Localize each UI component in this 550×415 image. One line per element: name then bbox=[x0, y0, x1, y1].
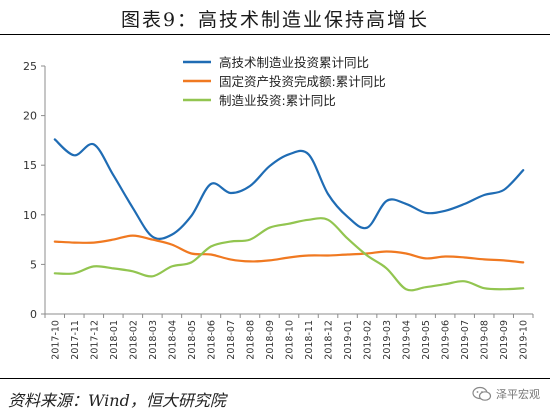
source-note: 资料来源：Wind，恒大研究院 bbox=[8, 391, 226, 410]
y-tick-label: 5 bbox=[30, 258, 37, 271]
y-tick-label: 15 bbox=[23, 159, 37, 172]
chart-canvas: 0 5 10 15 20 25 2017-10 2017-11 2017-12 2018-01 20… bbox=[23, 55, 534, 360]
x-tick-label: 2018-03 bbox=[148, 320, 159, 360]
legend-label-3: 制造业投资:累计同比 bbox=[219, 93, 336, 108]
x-tick-label: 2018-05 bbox=[187, 320, 198, 360]
source-bar: 资料来源：Wind，恒大研究院 泽平宏观 bbox=[0, 378, 550, 415]
x-tick-label: 2017-10 bbox=[50, 320, 61, 360]
y-tick-label: 20 bbox=[23, 110, 37, 123]
x-tick-label: 2018-12 bbox=[324, 320, 335, 360]
x-tick-label: 2017-12 bbox=[89, 320, 100, 360]
x-tick-label: 2019-01 bbox=[343, 320, 354, 360]
series-line-1 bbox=[53, 138, 525, 240]
x-tick-label: 2019-05 bbox=[421, 320, 432, 360]
series-line-2 bbox=[53, 234, 525, 264]
x-tick-label: 2018-08 bbox=[245, 320, 256, 360]
y-tick-label: 0 bbox=[30, 308, 37, 321]
x-tick-label: 2019-09 bbox=[499, 320, 510, 360]
x-tick-label: 2018-10 bbox=[285, 320, 296, 360]
y-tick-label: 25 bbox=[23, 60, 37, 73]
title-bar: 图表9：高技术制造业保持高增长 bbox=[0, 0, 550, 35]
x-tick-label: 2019-07 bbox=[460, 320, 471, 360]
wechat-icon bbox=[472, 386, 492, 401]
x-tick-label: 2019-10 bbox=[519, 320, 530, 360]
y-tick-label: 10 bbox=[23, 209, 37, 222]
watermark: 泽平宏观 bbox=[472, 386, 540, 402]
x-tick-label: 2018-11 bbox=[304, 320, 315, 360]
x-tick-label: 2019-06 bbox=[441, 320, 452, 360]
x-tick-label: 2018-04 bbox=[167, 320, 178, 360]
x-tick-label: 2019-04 bbox=[402, 320, 413, 360]
x-tick-label: 2019-03 bbox=[382, 320, 393, 360]
x-tick-label: 2018-02 bbox=[128, 320, 139, 360]
x-tick-label: 2019-08 bbox=[480, 320, 491, 360]
watermark-text: 泽平宏观 bbox=[496, 388, 540, 401]
x-tick-label: 2018-09 bbox=[265, 320, 276, 360]
legend-label-1: 高技术制造业投资累计同比 bbox=[219, 55, 369, 70]
x-tick-label: 2017-11 bbox=[70, 320, 81, 360]
legend-label-2: 固定资产投资完成额:累计同比 bbox=[219, 74, 386, 89]
x-tick-label: 2018-06 bbox=[206, 320, 217, 360]
x-tick-label: 2019-02 bbox=[363, 320, 374, 360]
line-chart: 0 5 10 15 20 25 2017-10 2017-11 2017-12 2018-01 20… bbox=[0, 38, 550, 378]
page-title: 图表9：高技术制造业保持高增长 bbox=[120, 9, 430, 31]
x-tick-label: 2018-01 bbox=[109, 320, 120, 360]
x-tick-label: 2018-07 bbox=[226, 320, 237, 360]
series-line-3 bbox=[53, 217, 525, 292]
